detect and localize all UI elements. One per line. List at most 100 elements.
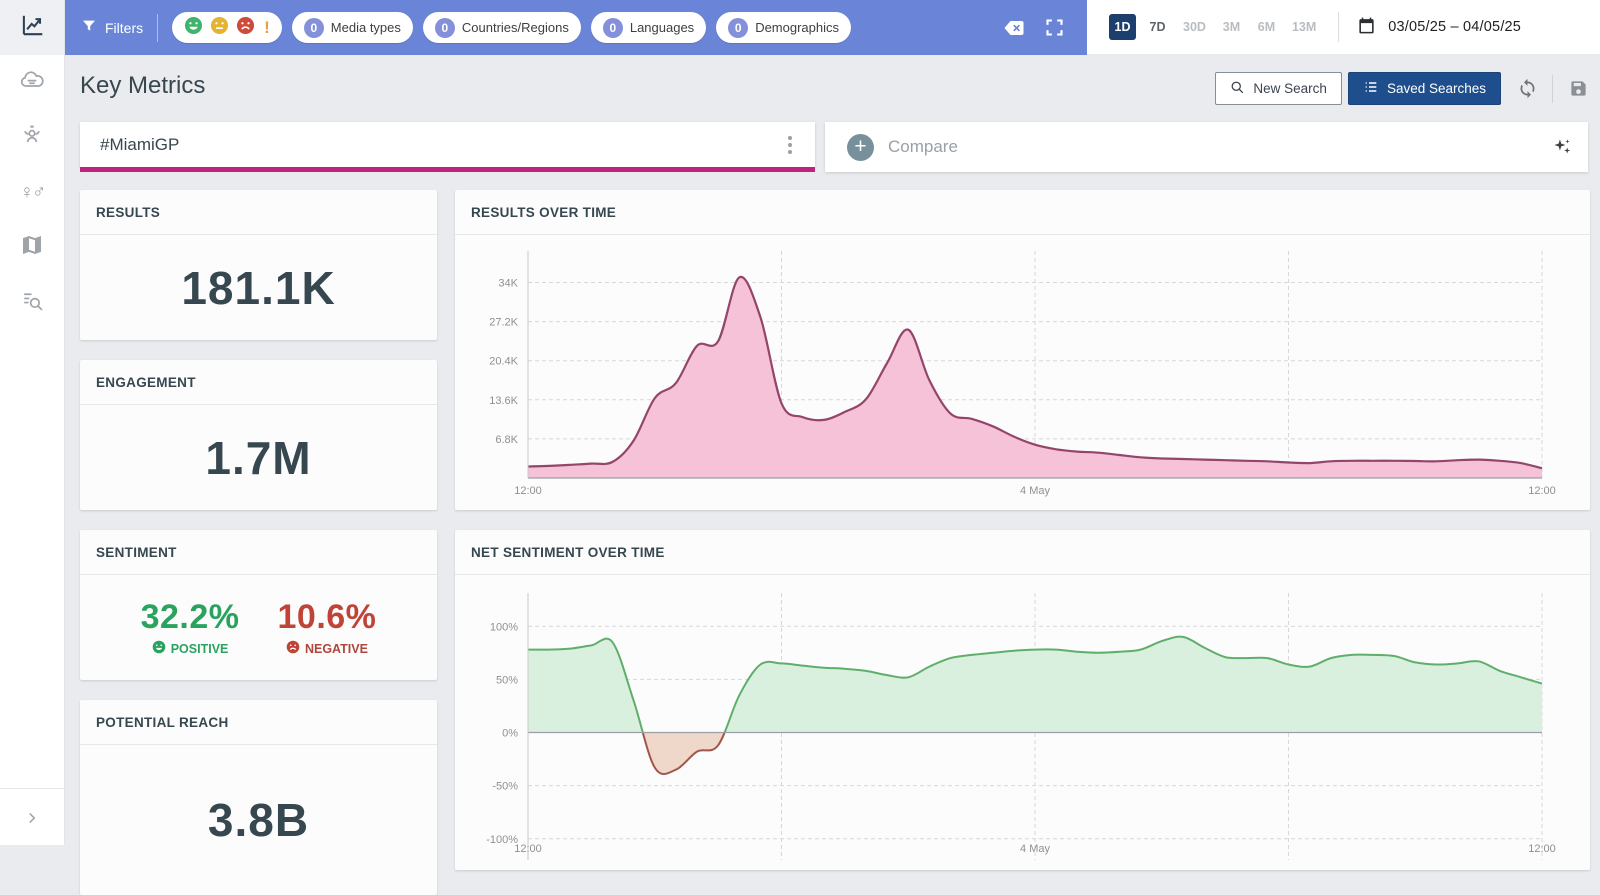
sidebar-item-influencers[interactable] [0,110,64,165]
svg-text:50%: 50% [496,674,518,686]
svg-text:12:00: 12:00 [1528,485,1556,497]
results-value: 181.1K [181,261,336,314]
new-search-button[interactable]: New Search [1215,72,1342,105]
toolbar-divider [1338,12,1340,42]
svg-text:13.6K: 13.6K [489,395,518,407]
sidebar-expand-button[interactable] [0,800,64,840]
net-sentiment-over-time-chart: 100%50%0%-50%-100%12:00 4 May 12:00 [486,593,1556,860]
header-actions: New Search Saved Searches [1215,72,1588,105]
filter-pill-media-types[interactable]: 0 Media types [291,12,413,43]
sentiment-filter-pill[interactable]: ! [172,12,282,43]
toolbar-divider [157,13,159,42]
filter-pill-languages[interactable]: 0 Languages [590,12,707,43]
kebab-menu-icon[interactable] [779,130,801,160]
list-icon [1363,79,1379,98]
search-accent-underline [80,167,815,172]
svg-text:0%: 0% [502,728,518,740]
sidebar-item-world-map[interactable] [0,220,64,275]
date-range-picker[interactable]: 03/05/25 – 04/05/25 [1357,16,1521,39]
svg-text:12:00: 12:00 [514,485,542,497]
date-range-text: 03/05/25 – 04/05/25 [1388,19,1522,35]
list-search-icon [20,288,45,318]
time-range-6m[interactable]: 6M [1257,20,1276,34]
exclamation-icon: ! [264,17,270,37]
filters-button[interactable]: Filters [81,18,143,37]
saved-searches-button[interactable]: Saved Searches [1347,72,1501,105]
sidebar-item-demographics[interactable]: ♀♂ [0,165,64,220]
sidebar-item-analytics-active[interactable] [0,0,64,55]
potential-reach-value: 3.8B [207,794,310,846]
count-badge: 0 [434,17,455,38]
card-title: RESULTS [80,190,437,235]
sidebar-divider [0,788,64,789]
happy-face-icon [184,16,203,40]
engagement-card: ENGAGEMENT 1.7M [80,360,437,510]
card-title: ENGAGEMENT [80,360,437,405]
card-title: RESULTS OVER TIME [455,190,1590,235]
person-raising-arms-icon [19,122,45,153]
sentiment-card: SENTIMENT 32.2% POSITIVE 10.6% NEGATIVE [80,530,437,680]
trend-chart-icon [19,12,45,43]
count-badge: 0 [728,17,749,38]
neutral-face-icon [210,16,229,40]
time-range-30d[interactable]: 30D [1183,20,1206,34]
svg-text:-50%: -50% [492,781,518,793]
time-range-toolbar: 1D 7D 30D 3M 6M 13M 03/05/25 – 04/05/25 [1087,0,1600,55]
sparkles-icon[interactable] [1552,137,1572,157]
filter-toolbar: Filters ! 0 Media types 0 Countries/Regi… [65,0,1087,55]
svg-text:34K: 34K [498,278,518,290]
card-title: NET SENTIMENT OVER TIME [455,530,1590,575]
positive-value: 32.2% [140,598,240,636]
card-title: POTENTIAL REACH [80,700,437,745]
sidebar-item-themes[interactable] [0,275,64,330]
funnel-icon [81,18,97,37]
engagement-value: 1.7M [205,431,312,484]
filter-pill-countries-regions[interactable]: 0 Countries/Regions [422,12,581,43]
negative-value: 10.6% [277,598,377,636]
svg-text:-100%: -100% [486,834,518,846]
positive-sentiment: 32.2% POSITIVE [141,598,240,657]
svg-text:27.2K: 27.2K [489,317,518,329]
svg-text:4 May: 4 May [1020,485,1050,497]
actions-divider [1552,74,1553,103]
negative-label: NEGATIVE [304,641,368,656]
search-icon [1230,80,1245,98]
svg-text:6.8K: 6.8K [495,434,518,446]
count-badge: 0 [602,17,623,38]
filter-pill-demographics[interactable]: 0 Demographics [716,12,852,43]
time-range-13m[interactable]: 13M [1291,20,1317,34]
chevron-right-icon [23,809,41,832]
sad-face-icon [286,640,300,657]
time-range-7d[interactable]: 7D [1149,20,1166,34]
count-badge: 0 [303,17,324,38]
time-range-1d[interactable]: 1D [1109,14,1136,40]
svg-text:20.4K: 20.4K [489,356,518,368]
search-query-input[interactable]: #MiamiGP [80,122,815,167]
potential-reach-card: POTENTIAL REACH 3.8B [80,700,437,895]
results-card: RESULTS 181.1K [80,190,437,340]
net-sentiment-over-time-card: NET SENTIMENT OVER TIME 100% 50% 0% -50% -10… [455,530,1590,870]
positive-label: POSITIVE [170,641,229,656]
svg-text:100%: 100% [490,621,518,633]
sidebar-item-word-cloud[interactable] [0,55,64,110]
save-icon[interactable] [1569,79,1588,98]
compare-input[interactable]: + Compare [825,122,1588,172]
happy-face-icon [152,640,166,657]
search-query-text: #MiamiGP [100,134,180,154]
refresh-icon[interactable] [1517,78,1538,99]
negative-sentiment: 10.6% NEGATIVE [278,598,377,657]
sidebar: ♀♂ [0,0,65,845]
fullscreen-icon[interactable] [1044,17,1065,38]
angry-face-icon [236,16,255,40]
cloud-icon [19,67,45,98]
gender-symbols-icon: ♀♂ [19,181,46,203]
calendar-icon [1357,16,1376,39]
add-compare-icon[interactable]: + [847,133,874,161]
results-over-time-card: RESULTS OVER TIME 6.8K 13.6K 20.4K 27.2K 34K… [455,190,1590,510]
map-icon [20,233,44,262]
results-over-time-chart: 6.8K 13.6K 20.4K 27.2K 34K 12:00 4 May 12:00 [489,251,1556,497]
clear-filters-icon[interactable] [1002,16,1026,40]
compare-placeholder: Compare [888,137,958,156]
card-title: SENTIMENT [80,530,437,575]
time-range-3m[interactable]: 3M [1222,20,1241,34]
